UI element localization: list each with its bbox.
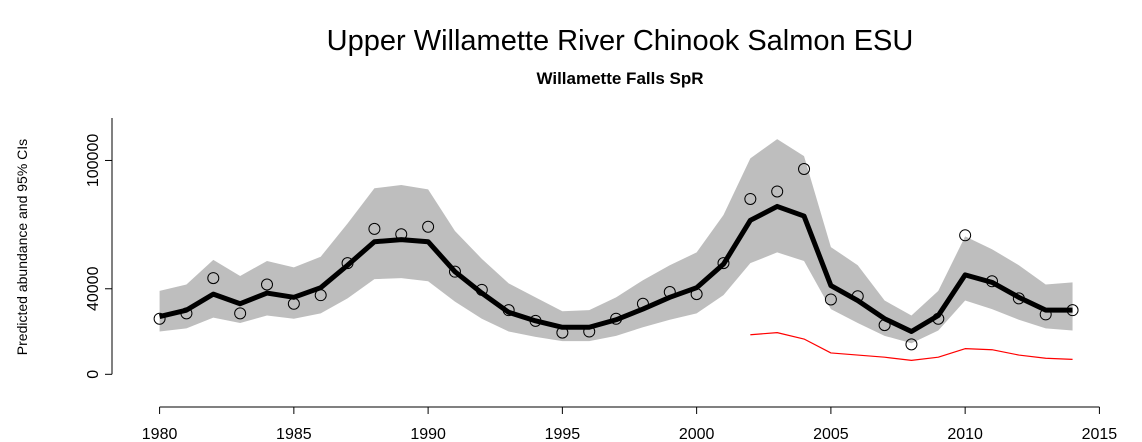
observed-point [341, 257, 354, 270]
series-line [159, 203, 1073, 335]
observed-point [261, 278, 273, 291]
x-tick-label: 2015 [1082, 426, 1118, 442]
observed-point [932, 312, 945, 325]
observed-point [878, 319, 891, 332]
observed-point [368, 222, 381, 235]
observed-point [153, 312, 166, 325]
x-tick-label: 1990 [410, 426, 446, 442]
observed-point [636, 297, 649, 310]
observed-point [959, 229, 972, 242]
y-tick-label: 0 [85, 370, 102, 379]
x-tick-label: 2000 [679, 426, 715, 442]
x-tick-label: 1985 [276, 426, 312, 442]
observed-point [234, 307, 247, 320]
observed-point [717, 257, 730, 270]
observed-point [1012, 292, 1025, 305]
observed-point [610, 312, 623, 325]
chart-subtitle: Willamette Falls SpR [536, 69, 703, 88]
observed-point [744, 192, 757, 205]
observed-point [663, 285, 676, 298]
observed-point [905, 338, 918, 351]
x-tick-label: 1995 [545, 426, 581, 442]
observed-point [475, 283, 488, 296]
observed-point [1039, 308, 1052, 321]
observed-point [986, 275, 998, 288]
observed-point [422, 220, 435, 233]
y-tick-label: 40000 [85, 266, 102, 311]
observed-point [771, 185, 784, 198]
y-tick-label: 100000 [85, 134, 102, 187]
observed-point [207, 272, 220, 285]
observed-point [502, 304, 515, 317]
observed-point [690, 288, 703, 301]
observed-point [851, 290, 864, 303]
observed-point [314, 289, 327, 302]
x-tick-label: 1980 [142, 426, 178, 442]
observed-point [180, 307, 193, 320]
observed-point [1066, 304, 1079, 317]
x-tick-label: 2010 [947, 426, 983, 442]
observed-point [287, 297, 300, 310]
observed-point [448, 265, 461, 278]
observed-point [556, 326, 569, 339]
observed-point [824, 293, 837, 306]
observed-point [529, 314, 542, 327]
observed-point [798, 163, 811, 176]
observed-point [583, 325, 596, 338]
y-axis-label: Predicted abundance and 95% CIs [14, 139, 30, 355]
series-line [750, 332, 1073, 362]
x-tick-label: 2005 [813, 426, 849, 442]
confidence-band [159, 139, 1073, 344]
chart-title: Upper Willamette River Chinook Salmon ES… [327, 25, 914, 57]
observed-point [395, 228, 408, 241]
